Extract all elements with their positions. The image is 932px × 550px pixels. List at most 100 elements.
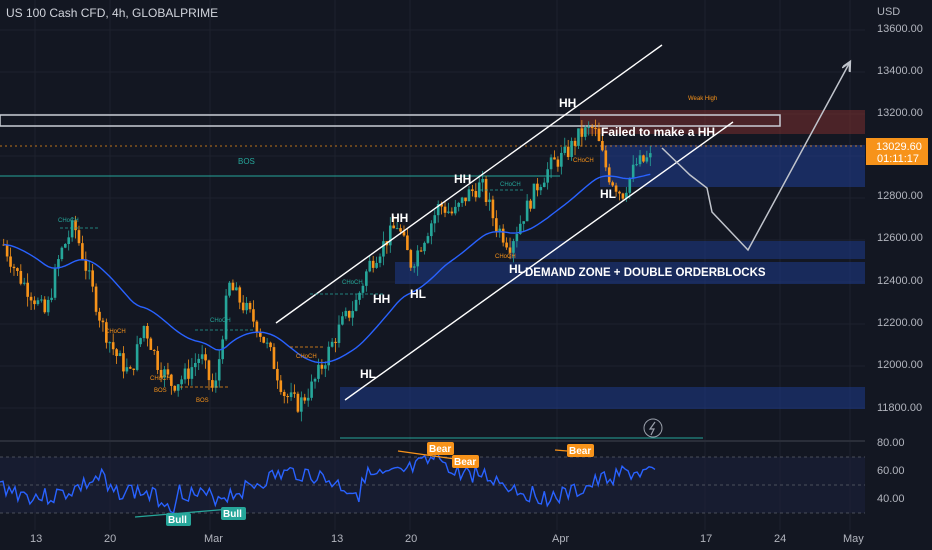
candle-body	[269, 342, 272, 348]
candle-body	[211, 380, 214, 388]
candle-body	[84, 259, 88, 271]
candle-body	[341, 316, 344, 325]
candle-body	[337, 324, 341, 343]
candle-body	[19, 270, 23, 284]
choch-label: CHoCH	[150, 376, 171, 382]
candle-body	[566, 146, 570, 157]
price-tick: 13200.00	[877, 107, 923, 119]
candle-body	[430, 223, 433, 237]
candle-body	[409, 250, 413, 268]
candle-body	[306, 397, 310, 401]
candle-body	[549, 157, 553, 170]
candle-body	[495, 218, 498, 232]
candle-body	[532, 183, 536, 209]
candle-body	[518, 223, 522, 234]
candle-body	[115, 349, 118, 356]
candle-body	[317, 364, 320, 379]
candle-body	[416, 250, 419, 267]
rsi-tick: 60.00	[877, 465, 905, 477]
time-tick: 20	[405, 533, 417, 545]
candle-body	[105, 322, 108, 343]
price-tick: 12000.00	[877, 359, 923, 371]
candle-body	[368, 260, 372, 272]
candle-body	[477, 182, 481, 198]
candle-body	[587, 126, 591, 128]
price-tick: 12400.00	[877, 275, 923, 287]
candle-body	[67, 237, 71, 245]
candle-body	[546, 169, 549, 183]
candles-group	[2, 119, 652, 422]
choch-label: CHoCH	[495, 254, 516, 260]
candle-body	[621, 193, 625, 199]
candle-body	[347, 310, 351, 318]
candle-body	[173, 385, 177, 391]
candle-body	[570, 140, 573, 157]
price-tick: 12800.00	[877, 190, 923, 202]
candle-body	[12, 266, 16, 269]
candle-body	[43, 299, 47, 313]
current-price-text: 13029.60	[876, 141, 922, 153]
candle-body	[255, 321, 259, 333]
candle-body	[440, 204, 443, 207]
candle-body	[9, 256, 12, 267]
ema-line	[3, 173, 651, 364]
candle-body	[378, 256, 382, 263]
candle-body	[224, 295, 228, 340]
bull-badge-text: Bull	[168, 515, 187, 526]
candle-body	[505, 242, 508, 248]
candle-body	[101, 320, 105, 323]
time-tick: 13	[30, 533, 42, 545]
bear-badge	[427, 442, 454, 455]
rsi-pane: Bear Bear Bear Bull Bull	[0, 442, 865, 526]
candle-body	[139, 338, 142, 345]
candle-body	[618, 191, 621, 194]
hh-label: HH	[559, 96, 576, 110]
candle-body	[87, 270, 91, 272]
candle-body	[293, 392, 296, 394]
symbol-title: US 100 Cash CFD, 4h, GLOBALPRIME	[6, 6, 219, 20]
candle-body	[433, 215, 437, 224]
candle-body	[611, 182, 614, 186]
time-tick: Apr	[552, 533, 569, 545]
candle-body	[91, 270, 94, 287]
weak-high-label: Weak High	[688, 96, 717, 102]
candle-body	[320, 364, 324, 369]
candle-body	[235, 287, 238, 291]
failed-hh-label: Failed to make a HH	[601, 125, 715, 139]
price-axis[interactable]	[865, 0, 932, 550]
candle-body	[149, 338, 153, 350]
candle-body	[53, 268, 57, 298]
bos-small-label: BOS	[196, 398, 209, 404]
candle-body	[16, 268, 19, 271]
rsi-tick: 40.00	[877, 493, 905, 505]
candle-body	[108, 342, 112, 344]
candle-body	[40, 299, 43, 301]
candle-body	[573, 140, 577, 146]
candle-body	[286, 396, 289, 398]
demand-zone-lower	[395, 262, 865, 284]
candle-body	[443, 206, 447, 213]
candle-body	[111, 342, 115, 350]
candle-body	[648, 153, 652, 158]
currency-label: USD	[877, 6, 901, 18]
rsi-line	[0, 448, 656, 515]
hl-label: HL	[410, 287, 426, 301]
candle-body	[375, 262, 378, 268]
candle-body	[289, 392, 293, 398]
projection-path	[661, 62, 850, 252]
candle-body	[310, 381, 313, 398]
candle-body	[423, 242, 426, 252]
choch-label: CHoCH	[500, 182, 521, 188]
lightning-icon[interactable]	[643, 418, 663, 438]
candle-body	[282, 391, 286, 397]
candle-body	[635, 164, 638, 166]
candle-body	[351, 310, 354, 318]
candle-body	[508, 247, 512, 253]
candle-body	[303, 397, 307, 401]
candle-body	[74, 220, 77, 231]
candle-body	[29, 296, 33, 301]
demand-zone-label: DEMAND ZONE + DOUBLE ORDERBLOCKS	[525, 267, 766, 279]
bos-label: BOS	[238, 157, 255, 166]
candle-body	[118, 353, 122, 356]
